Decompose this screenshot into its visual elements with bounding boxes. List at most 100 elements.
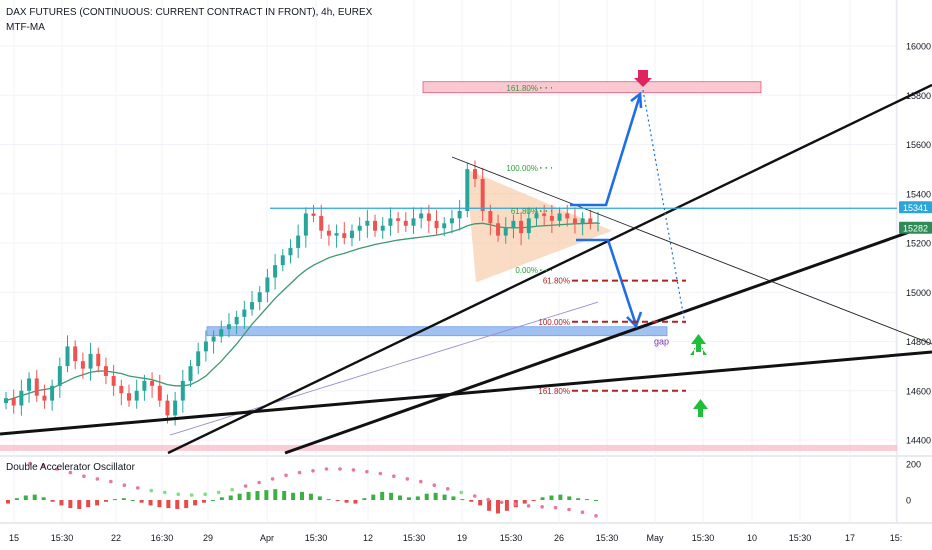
oscillator-bar — [6, 500, 10, 504]
oscillator-bar — [228, 495, 233, 500]
time-tick-label: 15 — [9, 533, 19, 543]
candle-body — [180, 380, 185, 401]
time-axis: 15 15:30 22 16:30 29 Apr 15:30 12 15:30 19 15:30 26… — [9, 533, 902, 543]
candle-body — [303, 213, 308, 236]
trendline-long — [0, 350, 932, 436]
oscillator-bar — [353, 500, 358, 504]
candle-body — [88, 353, 93, 369]
oscillator-bar — [50, 500, 55, 502]
candle-body — [234, 316, 239, 325]
oscillator-bar — [380, 491, 385, 500]
candle-body — [273, 265, 278, 278]
oscillator-signal-dot — [82, 474, 86, 479]
time-tick-label: 19 — [457, 533, 467, 543]
oscillator-bar — [549, 495, 554, 500]
candle-body — [11, 398, 16, 406]
up-arrow-marker — [691, 334, 706, 352]
candle-body — [296, 235, 301, 248]
chart-title: DAX FUTURES (CONTINUOUS: CURRENT CONTRAC… — [6, 7, 373, 18]
oscillator-bar — [121, 498, 126, 500]
candle-body — [311, 213, 316, 216]
fib-label: 0.00% — [515, 266, 538, 275]
oscillator-bar — [86, 500, 91, 508]
candle-body — [534, 213, 539, 219]
oscillator-bar — [585, 499, 590, 501]
price-tick-label: 14800 — [906, 337, 931, 347]
oscillator-signal-dot — [41, 463, 46, 468]
oscillator-bar — [23, 495, 28, 500]
oscillator-bar — [264, 490, 269, 500]
time-tick-label: 15:30 — [596, 533, 619, 543]
oscillator-signal-dot — [109, 479, 113, 484]
oscillator-signal-dot — [203, 492, 207, 497]
candle-body — [127, 393, 132, 401]
oscillator-bar — [389, 492, 394, 500]
indicator-label[interactable]: MTF-MA — [6, 22, 45, 33]
candle-body — [19, 390, 24, 406]
oscillator-bar — [362, 498, 367, 500]
candle-body — [65, 346, 70, 367]
price-tick-label: 15400 — [906, 189, 931, 199]
support-zone — [206, 326, 668, 337]
oscillator-signal-dot — [392, 474, 396, 479]
oscillator-signal-dot — [419, 479, 423, 484]
oscillator-bar — [424, 493, 429, 500]
candle-body — [57, 366, 62, 386]
oscillator-bar — [210, 500, 215, 501]
down-arrow-marker — [634, 70, 652, 87]
oscillator-title[interactable]: Double Accelerator Oscillator — [6, 462, 135, 473]
oscillator-bar — [460, 499, 465, 501]
fib-label: 100.00% — [506, 164, 538, 173]
oscillator-bar — [308, 493, 313, 500]
oscillator-signal-dot — [567, 507, 571, 512]
time-tick-label: 15:30 — [51, 533, 74, 543]
price-tick-label: 15200 — [906, 239, 931, 249]
oscillator-signal-dot — [486, 497, 490, 502]
oscillator-bar — [504, 500, 509, 511]
oscillator-bar — [531, 500, 536, 501]
fib-label: 161.80% — [506, 84, 538, 93]
candle-body — [349, 230, 354, 239]
oscillator-signal-dot — [95, 477, 100, 481]
price-tick-label: 15000 — [906, 288, 931, 298]
oscillator-bar — [246, 491, 251, 500]
trendline-upper-triangle — [451, 156, 932, 345]
oscillator-bar — [478, 500, 483, 506]
candle-body — [188, 366, 193, 381]
up-arrow-marker — [693, 399, 708, 417]
oscillator-signal-dot — [432, 483, 437, 488]
oscillator-bar — [451, 496, 456, 500]
oscillator-signal-dot — [136, 486, 140, 490]
oscillator-signal-dot — [351, 468, 356, 472]
candle-body — [34, 378, 39, 396]
candle-body — [519, 220, 524, 234]
candle-body — [142, 380, 147, 391]
oscillator-bar — [32, 494, 37, 500]
oscillator-bar — [576, 498, 581, 500]
oscillator-tick-label: 200 — [906, 460, 921, 470]
bottom-band — [0, 444, 897, 451]
oscillator-bar — [487, 500, 492, 511]
oscillator-bar — [139, 500, 144, 503]
oscillator-bar — [371, 494, 376, 500]
candle-body — [426, 213, 431, 221]
candle-body — [403, 220, 408, 226]
oscillator-bar — [273, 489, 278, 500]
candle-body — [565, 213, 570, 219]
candle-body — [173, 400, 178, 416]
oscillator-bar — [335, 500, 340, 501]
oscillator-bar — [282, 491, 287, 500]
oscillator-signal-dot — [553, 505, 558, 510]
oscillator-bar — [148, 500, 153, 506]
candle-body — [211, 336, 216, 342]
oscillator-signal-dot — [243, 484, 248, 488]
candle-body — [588, 218, 593, 224]
candle-body — [488, 210, 493, 224]
time-tick-label: 12 — [363, 533, 373, 543]
oscillator-signal-dot — [526, 504, 531, 508]
oscillator-bar — [317, 496, 322, 500]
oscillator-bar — [184, 500, 189, 509]
candle-body — [280, 255, 285, 266]
time-tick-label: 15:30 — [692, 533, 715, 543]
